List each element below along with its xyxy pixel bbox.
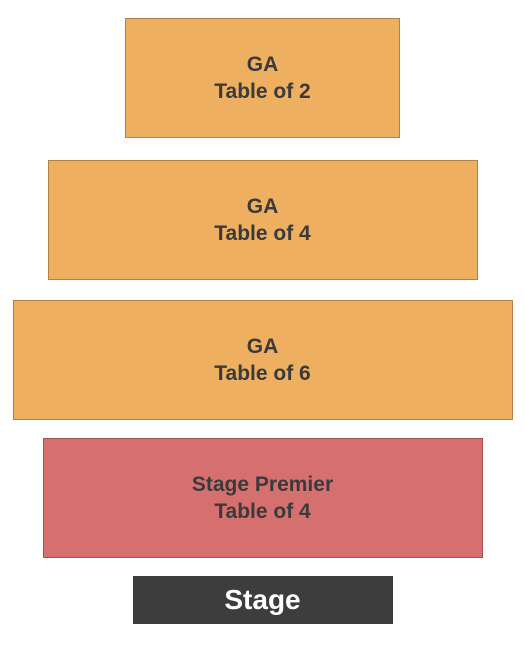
section-label-ga-t2: GA Table of 2 [214,51,310,106]
section-label-ga-t4: GA Table of 4 [214,193,310,248]
stage-label: Stage [224,584,300,616]
section-ga-table-6[interactable]: GA Table of 6 [13,300,513,420]
section-ga-table-4[interactable]: GA Table of 4 [48,160,478,280]
seating-chart: GA Table of 2 GA Table of 4 GA Table of … [0,0,525,650]
section-stage-premier[interactable]: Stage Premier Table of 4 [43,438,483,558]
stage-block: Stage [133,576,393,624]
section-label-ga-t6: GA Table of 6 [214,333,310,388]
section-ga-table-2[interactable]: GA Table of 2 [125,18,400,138]
section-label-premier: Stage Premier Table of 4 [192,471,333,526]
